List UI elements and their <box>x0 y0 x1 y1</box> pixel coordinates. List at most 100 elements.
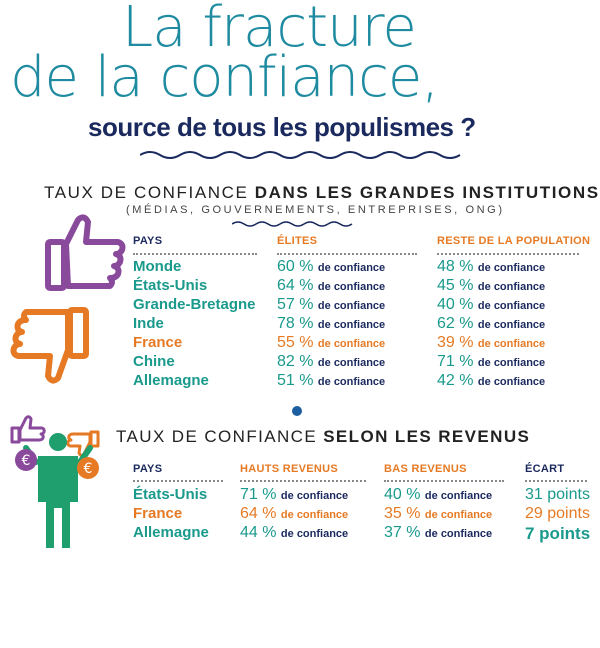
country-label: Monde <box>133 258 182 275</box>
hauts-cell-value: 44 % <box>240 524 277 541</box>
section2-title: TAUX DE CONFIANCE SELON LES REVENUS <box>116 427 530 447</box>
col-ecart: ÉCART <box>525 463 565 475</box>
dotted-rule <box>240 480 366 482</box>
reste-cell-value: 62 % <box>437 315 474 332</box>
hauts-cell-suffix: de confiance <box>280 528 349 540</box>
reste-cell-suffix: de confiance <box>477 281 546 293</box>
bas-cell: 37 % de confiance <box>384 524 492 542</box>
reste-cell: 45 % de confiance <box>437 277 545 295</box>
elites-cell-suffix: de confiance <box>317 262 386 274</box>
reste-cell: 40 % de confiance <box>437 296 545 314</box>
title-line-1: La fracture <box>122 0 417 60</box>
elites-cell-suffix: de confiance <box>317 281 386 293</box>
elites-cell-suffix: de confiance <box>317 376 386 388</box>
reste-cell-suffix: de confiance <box>477 357 546 369</box>
reste-cell-suffix: de confiance <box>477 338 546 350</box>
col-pays-2: PAYS <box>133 463 163 475</box>
elites-cell: 57 % de confiance <box>277 296 385 314</box>
section2-title-bold: SELON LES REVENUS <box>323 427 531 446</box>
col-pays: PAYS <box>133 235 163 247</box>
reste-cell: 39 % de confiance <box>437 334 545 352</box>
section2-title-light: TAUX DE CONFIANCE <box>116 427 318 446</box>
small-wave-icon <box>232 221 353 227</box>
elites-cell-value: 78 % <box>277 315 314 332</box>
country-label: France <box>133 505 183 522</box>
country-label: France <box>133 334 183 351</box>
bas-cell-suffix: de confiance <box>424 528 493 540</box>
elites-cell-value: 57 % <box>277 296 314 313</box>
bas-cell-value: 35 % <box>384 505 421 522</box>
col-bas: BAS REVENUS <box>384 463 467 475</box>
thumbs-down-icon <box>10 307 89 384</box>
ecart-cell: 7 points <box>525 524 591 543</box>
elites-cell: 82 % de confiance <box>277 353 385 371</box>
dotted-rule <box>133 253 257 255</box>
reste-cell-value: 45 % <box>437 277 474 294</box>
dotted-rule <box>525 480 587 482</box>
hauts-cell: 64 % de confiance <box>240 505 348 523</box>
bas-cell-value: 40 % <box>384 486 421 503</box>
elites-cell-suffix: de confiance <box>317 357 386 369</box>
bas-cell-value: 37 % <box>384 524 421 541</box>
bas-cell: 40 % de confiance <box>384 486 492 504</box>
section1-subtitle: (MÉDIAS, GOUVERNEMENTS, ENTREPRISES, ONG… <box>126 204 505 216</box>
separator-dot <box>292 406 302 416</box>
hauts-cell-value: 64 % <box>240 505 277 522</box>
reste-cell-value: 42 % <box>437 372 474 389</box>
reste-cell-value: 71 % <box>437 353 474 370</box>
country-label: Allemagne <box>133 524 209 541</box>
subtitle: source de tous les populismes ? <box>88 112 476 142</box>
country-label: Inde <box>133 315 164 332</box>
col-hauts: HAUTS REVENUS <box>240 463 339 475</box>
section1-title-bold: DANS LES GRANDES INSTITUTIONS <box>254 183 600 202</box>
section1-title-light: TAUX DE CONFIANCE <box>44 183 249 202</box>
person-balance-icon: € € <box>10 415 100 548</box>
dotted-rule <box>384 480 504 482</box>
reste-cell: 71 % de confiance <box>437 353 545 371</box>
reste-cell: 62 % de confiance <box>437 315 545 333</box>
reste-cell-value: 39 % <box>437 334 474 351</box>
hauts-cell-suffix: de confiance <box>280 509 349 521</box>
reste-cell-suffix: de confiance <box>477 376 546 388</box>
bas-cell-suffix: de confiance <box>424 490 493 502</box>
elites-cell-value: 82 % <box>277 353 314 370</box>
elites-cell-suffix: de confiance <box>317 300 386 312</box>
country-label: États-Unis <box>133 277 208 294</box>
section1-title: TAUX DE CONFIANCE DANS LES GRANDES INSTI… <box>44 183 600 203</box>
title-line-2: de la confiance, <box>10 45 439 110</box>
elites-cell-suffix: de confiance <box>317 319 386 331</box>
country-label: États-Unis <box>133 486 208 503</box>
hauts-cell-suffix: de confiance <box>280 490 349 502</box>
country-label: Chine <box>133 353 175 370</box>
ecart-cell: 31 points <box>525 486 590 503</box>
elites-cell-value: 55 % <box>277 334 314 351</box>
ecart-cell: 29 points <box>525 505 590 522</box>
elites-cell: 55 % de confiance <box>277 334 385 352</box>
bas-cell-suffix: de confiance <box>424 509 493 521</box>
dotted-rule <box>437 253 579 255</box>
svg-text:€: € <box>22 453 31 469</box>
col-reste: RESTE DE LA POPULATION <box>437 235 591 247</box>
elites-cell: 60 % de confiance <box>277 258 385 276</box>
reste-cell-value: 48 % <box>437 258 474 275</box>
reste-cell-suffix: de confiance <box>477 300 546 312</box>
reste-cell-value: 40 % <box>437 296 474 313</box>
country-label: Allemagne <box>133 372 209 389</box>
reste-cell-suffix: de confiance <box>477 262 546 274</box>
hauts-cell-value: 71 % <box>240 486 277 503</box>
elites-cell: 51 % de confiance <box>277 372 385 390</box>
svg-text:€: € <box>84 461 93 477</box>
dotted-rule <box>277 253 417 255</box>
hauts-cell: 44 % de confiance <box>240 524 348 542</box>
country-label: Grande-Bretagne <box>133 296 256 313</box>
wave-divider-icon <box>140 151 461 159</box>
hauts-cell: 71 % de confiance <box>240 486 348 504</box>
elites-cell-suffix: de confiance <box>317 338 386 350</box>
reste-cell: 42 % de confiance <box>437 372 545 390</box>
reste-cell: 48 % de confiance <box>437 258 545 276</box>
elites-cell-value: 64 % <box>277 277 314 294</box>
bas-cell: 35 % de confiance <box>384 505 492 523</box>
reste-cell-suffix: de confiance <box>477 319 546 331</box>
elites-cell: 64 % de confiance <box>277 277 385 295</box>
dotted-rule <box>133 480 223 482</box>
